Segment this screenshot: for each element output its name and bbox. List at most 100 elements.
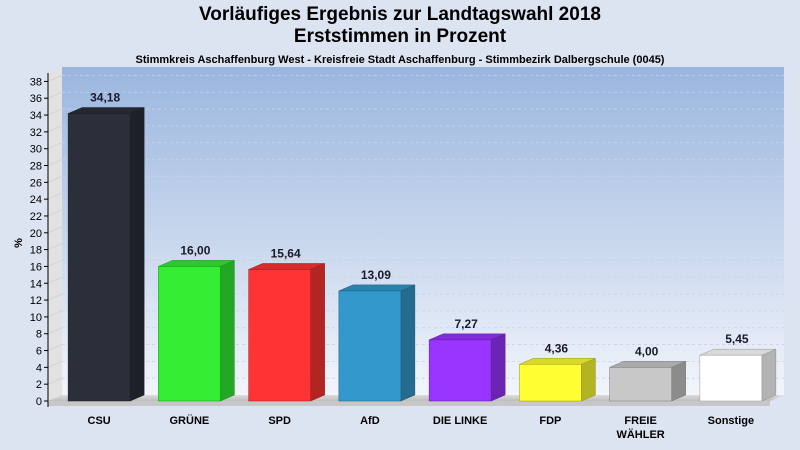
gridline-side xyxy=(47,175,63,183)
gridline-side xyxy=(47,91,63,99)
gridline-side xyxy=(47,327,63,335)
bar-value-label: 7,27 xyxy=(454,317,478,331)
gridline-side xyxy=(47,75,63,82)
plot-side-wall xyxy=(48,67,62,401)
y-tick-label: 28 xyxy=(30,161,42,173)
y-tick-label: 24 xyxy=(30,194,42,206)
bar-grüne xyxy=(158,260,235,402)
bars: 34,18 16,00 15,64 13,09 7,27 4,36 4,00 5,45 xyxy=(67,91,777,402)
y-tick-label: 2 xyxy=(36,379,42,391)
gridline-side xyxy=(47,377,63,385)
gridline-side xyxy=(47,108,63,116)
bar-side xyxy=(671,360,686,402)
y-tick-label: 38 xyxy=(30,76,42,88)
y-tick-label: 4 xyxy=(36,362,42,374)
gridline-side xyxy=(47,125,63,133)
bar-front xyxy=(158,266,221,402)
bar-top xyxy=(519,358,596,365)
bar-side xyxy=(310,263,325,402)
bar-front xyxy=(248,269,311,402)
bar-csu xyxy=(67,107,145,402)
bar-top xyxy=(338,284,415,292)
x-tick-label: SPD xyxy=(268,415,291,427)
gridline-side xyxy=(47,344,63,351)
bar-freie-wähler xyxy=(609,360,686,402)
bar-sonstige xyxy=(699,348,777,402)
gridline-side xyxy=(47,260,63,267)
y-tick-label: 30 xyxy=(30,144,42,156)
y-tick-label: 14 xyxy=(30,278,42,290)
bar-side xyxy=(220,260,235,402)
bar-front xyxy=(699,354,763,402)
x-tick-label: DIE LINKE xyxy=(433,415,487,427)
chart-title: Vorläufiges Ergebnis zur Landtagswahl 20… xyxy=(0,4,800,48)
bar-front xyxy=(519,364,582,402)
bar-value-label: 4,36 xyxy=(545,341,569,355)
gridline-side xyxy=(47,310,63,318)
gridline-side xyxy=(47,293,63,301)
y-tick-label: 36 xyxy=(30,93,42,105)
gridline-side xyxy=(47,209,63,217)
bar-top xyxy=(68,107,145,114)
bar-value-label: 5,45 xyxy=(725,332,749,346)
y-tick-label: 12 xyxy=(30,295,42,307)
gridline-side xyxy=(47,226,63,234)
bar-top xyxy=(248,263,325,270)
gridline-side xyxy=(47,192,63,200)
x-tick-label: GRÜNE xyxy=(170,414,210,427)
x-tick-label: FDP xyxy=(539,415,561,427)
bar-value-label: 15,64 xyxy=(271,246,301,260)
y-axis-label: % xyxy=(13,238,25,248)
bar-value-label: 16,00 xyxy=(180,243,210,257)
bar-top xyxy=(158,260,235,267)
chart-title-line-2: Erststimmen in Prozent xyxy=(293,26,507,47)
x-tick-label: WÄHLER xyxy=(616,428,664,441)
chart-title-line-1: Vorläufiges Ergebnis zur Landtagswahl 20… xyxy=(199,4,601,25)
plot-floor-edge xyxy=(48,401,770,406)
y-tick-label: 34 xyxy=(30,110,42,122)
gridline-side xyxy=(47,159,63,166)
y-tick-label: 16 xyxy=(30,261,42,273)
gridline-side xyxy=(47,276,63,284)
bar-fdp xyxy=(519,357,596,402)
bar-top xyxy=(609,361,686,368)
bar-value-label: 13,09 xyxy=(361,268,391,282)
bar-side xyxy=(761,348,777,402)
bar-spd xyxy=(248,263,325,402)
bar-side xyxy=(129,107,145,402)
bar-value-label: 34,18 xyxy=(90,91,120,105)
chart-subtitle: Stimmkreis Aschaffenburg West - Kreisfre… xyxy=(135,54,665,66)
bar-die-linke xyxy=(428,333,506,402)
y-tick-label: 8 xyxy=(36,329,42,341)
bar-value-label: 4,00 xyxy=(635,344,659,358)
bar-afd xyxy=(338,284,416,402)
y-tick-label: 22 xyxy=(30,211,42,223)
gridline-side xyxy=(47,360,63,368)
y-tick-label: 0 xyxy=(36,396,42,408)
x-tick-label: AfD xyxy=(360,415,380,427)
y-tick-label: 18 xyxy=(30,245,42,257)
bar-top xyxy=(699,348,776,356)
y-tick-label: 20 xyxy=(30,228,42,240)
gridline-side xyxy=(47,243,63,250)
bar-side xyxy=(490,333,506,402)
x-tick-label: FREIE xyxy=(624,415,656,427)
y-tick-label: 6 xyxy=(36,346,42,358)
bar-front xyxy=(338,290,402,402)
y-tick-label: 26 xyxy=(30,177,42,189)
bar-top xyxy=(429,333,506,341)
y-tick-label: 32 xyxy=(30,127,42,139)
bar-side xyxy=(400,284,416,402)
x-tick-label: Sonstige xyxy=(708,415,754,427)
bar-side xyxy=(581,357,596,402)
x-tick-label: CSU xyxy=(88,415,111,427)
y-tick-label: 10 xyxy=(30,312,42,324)
bar-front xyxy=(67,113,131,402)
bar-front xyxy=(428,339,492,402)
gridline-side xyxy=(47,142,63,150)
plot-floor xyxy=(48,395,784,401)
bar-front xyxy=(609,367,672,402)
